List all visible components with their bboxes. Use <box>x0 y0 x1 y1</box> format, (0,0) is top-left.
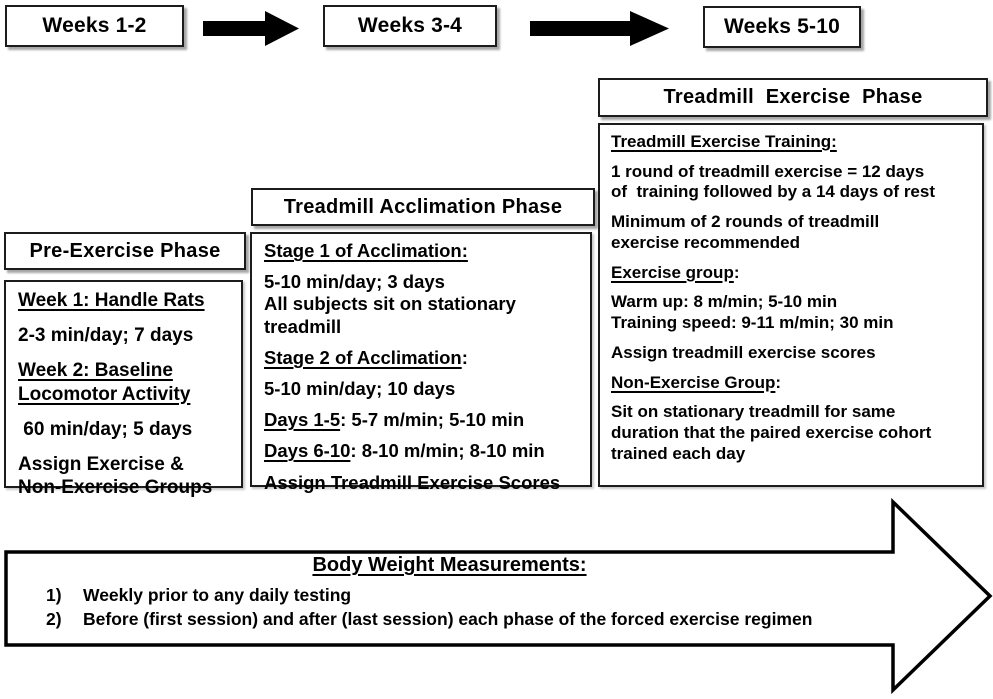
week-range-box-2: Weeks 3-4 <box>323 5 497 47</box>
phase-header-acclimation: Treadmill Acclimation Phase <box>251 188 595 226</box>
arrow-right-icon <box>203 11 299 46</box>
week-range-label: Weeks 5-10 <box>723 15 841 38</box>
phase-box-acclimation: Stage 1 of Acclimation: 5-10 min/day; 3 … <box>250 232 592 493</box>
phase-line: Treadmill Exercise Training: <box>611 132 837 151</box>
phase-line: 1 round of treadmill exercise = 12 days … <box>611 161 936 202</box>
phase-box-exercise: Treadmill Exercise Training: 1 round of … <box>598 123 984 487</box>
phase-line: Warm up: 8 m/min; 5-10 min Training spee… <box>611 292 894 333</box>
phase-line: Days 1-5: 5-7 m/min; 5-10 min <box>264 409 525 431</box>
phase-line: Sit on stationary treadmill for same dur… <box>611 402 932 463</box>
week-range-box-3: Weeks 5-10 <box>703 6 861 48</box>
phase-line: Minimum of 2 rounds of treadmill exercis… <box>611 212 880 252</box>
body-weight-item: 1) Weekly prior to any daily testing <box>6 583 893 607</box>
phase-header-pre-exercise: Pre-Exercise Phase <box>4 232 246 270</box>
week-range-label: Weeks 1-2 <box>42 14 147 37</box>
phase-line: Assign Exercise & Non-Exercise Groups <box>18 453 213 499</box>
list-number: 1) <box>46 585 62 605</box>
phase-box-pre-exercise: Week 1: Handle Rats 2-3 min/day; 7 days … <box>4 280 243 498</box>
phase-line: 5-10 min/day; 10 days <box>264 377 456 399</box>
body-weight-arrow-icon <box>4 498 993 695</box>
body-weight-item: 2) Before (first session) and after (las… <box>6 607 893 631</box>
arrow-right-icon <box>530 11 669 46</box>
phase-line: Week 2: Baseline Locomotor Activity <box>18 360 191 405</box>
phase-title: Pre-Exercise Phase <box>29 239 221 262</box>
phase-title: Treadmill Acclimation Phase <box>283 195 563 218</box>
phase-line: Days 6-10: 8-10 m/min; 8-10 min <box>264 440 545 462</box>
phase-line: 60 min/day; 5 days <box>18 418 193 440</box>
phase-line: Non-Exercise Group: <box>611 372 782 392</box>
phase-line: Exercise group: <box>611 262 740 282</box>
phase-line: 5-10 min/day; 3 days All subjects sit on… <box>264 271 516 337</box>
phase-line: Stage 1 of Acclimation: <box>264 240 468 261</box>
list-number: 2) <box>46 609 62 630</box>
phase-line: Stage 2 of Acclimation: <box>264 346 468 368</box>
phase-line: Assign Treadmill Exercise Scores <box>264 471 561 493</box>
phase-line: 2-3 min/day; 7 days <box>18 325 194 347</box>
phase-title: Treadmill Exercise Phase <box>663 86 923 108</box>
phase-line: Assign treadmill exercise scores <box>611 342 876 362</box>
week-range-label: Weeks 3-4 <box>357 14 463 37</box>
phase-header-exercise: Treadmill Exercise Phase <box>598 78 988 117</box>
week-range-box-1: Weeks 1-2 <box>5 5 184 47</box>
body-weight-title: Body Weight Measurements: <box>312 554 587 576</box>
phase-line: Week 1: Handle Rats <box>18 290 205 311</box>
body-weight-panel: Body Weight Measurements: 1) Weekly prio… <box>6 554 893 631</box>
